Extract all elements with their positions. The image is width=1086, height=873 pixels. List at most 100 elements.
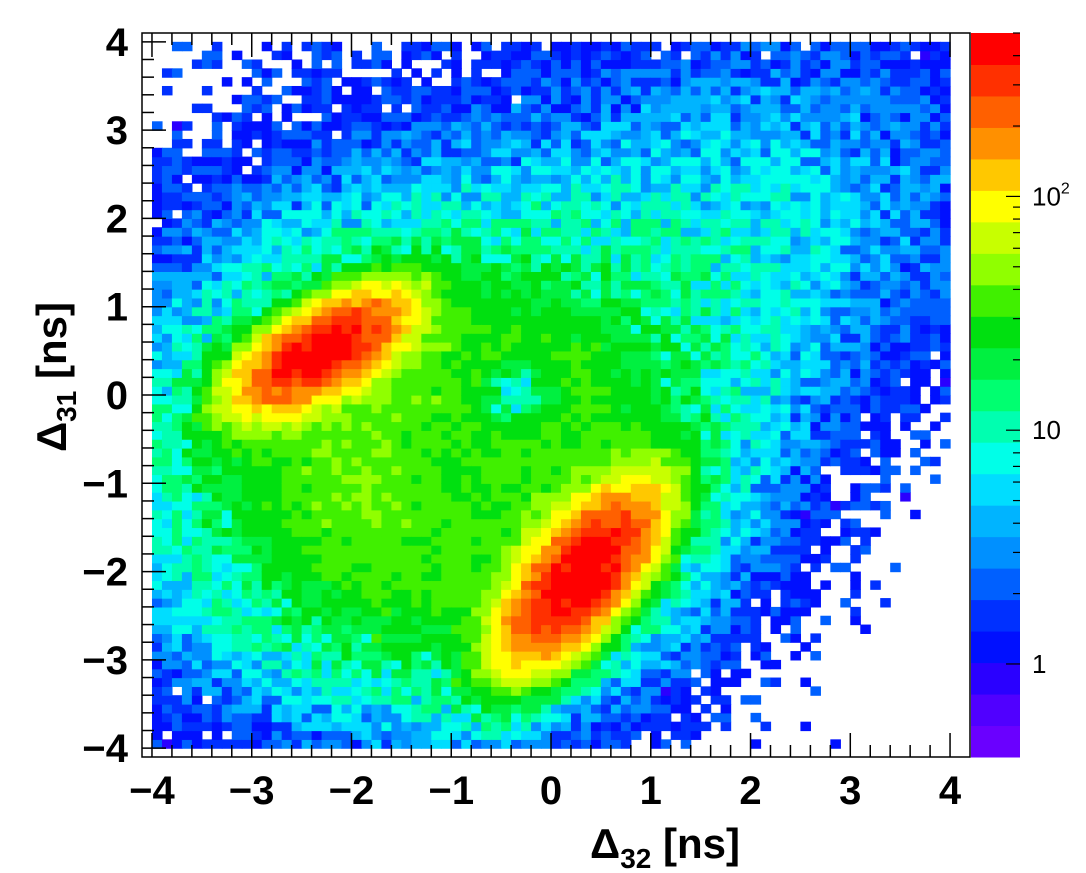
heatmap-cell xyxy=(371,50,383,61)
heatmap-cell xyxy=(770,68,782,78)
heatmap-cell xyxy=(301,527,313,537)
heatmap-cell xyxy=(760,280,772,290)
heatmap-cell xyxy=(351,624,363,634)
heatmap-cell xyxy=(151,668,163,679)
heatmap-cell xyxy=(361,412,373,423)
heatmap-cell xyxy=(231,739,243,749)
heatmap-cell xyxy=(790,174,802,184)
heatmap-cell xyxy=(231,483,243,493)
heatmap-cell xyxy=(281,439,293,449)
heatmap-cell xyxy=(451,359,462,370)
heatmap-cell xyxy=(640,536,652,546)
heatmap-cell xyxy=(800,430,811,440)
heatmap-cell xyxy=(541,439,552,449)
heatmap-cell xyxy=(251,686,263,696)
heatmap-cell xyxy=(541,686,552,696)
heatmap-cell xyxy=(630,130,642,140)
heatmap-cell xyxy=(341,580,353,590)
heatmap-cell xyxy=(181,297,193,308)
heatmap-cell xyxy=(501,465,512,476)
heatmap-cell xyxy=(521,403,532,414)
heatmap-cell xyxy=(660,615,672,626)
heatmap-cell xyxy=(541,615,552,626)
heatmap-cell xyxy=(271,138,283,149)
heatmap-cell xyxy=(241,712,253,723)
heatmap-cell xyxy=(241,447,253,458)
heatmap-cell xyxy=(421,377,432,387)
heatmap-cell xyxy=(560,704,572,714)
heatmap-cell xyxy=(231,315,243,325)
heatmap-cell xyxy=(670,147,682,158)
heatmap-cell xyxy=(640,218,652,228)
heatmap-cell xyxy=(391,606,402,617)
heatmap-cell xyxy=(521,606,532,617)
heatmap-cell xyxy=(800,121,811,131)
heatmap-cell xyxy=(221,492,233,502)
heatmap-cell xyxy=(331,315,343,325)
heatmap-cell xyxy=(501,686,512,696)
heatmap-cell xyxy=(730,103,742,114)
heatmap-cell xyxy=(401,342,412,352)
heatmap-cell xyxy=(171,712,183,723)
heatmap-cell xyxy=(301,191,313,202)
heatmap-cell xyxy=(640,447,652,458)
heatmap-cell xyxy=(391,447,402,458)
heatmap-cell xyxy=(331,253,343,264)
heatmap-cell xyxy=(251,94,263,105)
heatmap-cell xyxy=(620,342,632,352)
heatmap-cell xyxy=(331,324,343,334)
heatmap-cell xyxy=(760,218,772,228)
heatmap-cell xyxy=(780,253,792,264)
heatmap-cell xyxy=(251,174,263,184)
heatmap-cell xyxy=(521,624,532,634)
heatmap-cell xyxy=(650,121,662,131)
heatmap-cell xyxy=(261,633,273,643)
heatmap-cell xyxy=(481,465,492,476)
heatmap-cell xyxy=(191,677,203,687)
heatmap-cell xyxy=(660,289,672,299)
heatmap-cell xyxy=(231,138,243,149)
heatmap-cell xyxy=(650,421,662,431)
heatmap-cell xyxy=(341,138,353,149)
heatmap-cell xyxy=(231,730,243,740)
heatmap-cell xyxy=(690,465,702,476)
heatmap-cell xyxy=(201,677,213,687)
heatmap-cell xyxy=(411,94,422,105)
heatmap-cell xyxy=(211,739,223,749)
heatmap-cell xyxy=(570,580,582,590)
heatmap-cell xyxy=(531,730,542,740)
heatmap-cell xyxy=(600,280,612,290)
heatmap-cell xyxy=(690,271,702,281)
heatmap-cell xyxy=(191,324,203,334)
heatmap-cell xyxy=(740,209,752,220)
heatmap-cell xyxy=(391,580,402,590)
heatmap-cell xyxy=(620,395,632,405)
heatmap-cell xyxy=(351,359,363,370)
heatmap-cell xyxy=(461,633,472,643)
heatmap-cell xyxy=(171,121,183,131)
heatmap-cell xyxy=(211,324,223,334)
heatmap-cell xyxy=(511,721,522,732)
heatmap-cell xyxy=(760,59,772,69)
heatmap-cell xyxy=(151,227,163,237)
heatmap-cell xyxy=(700,368,712,378)
heatmap-cell xyxy=(441,289,452,299)
heatmap-cell xyxy=(690,439,702,449)
heatmap-cell xyxy=(411,191,422,202)
heatmap-cell xyxy=(211,527,223,537)
heatmap-cell xyxy=(531,651,542,661)
heatmap-cell xyxy=(461,183,472,193)
heatmap-cell xyxy=(461,209,472,220)
heatmap-cell xyxy=(371,165,383,175)
heatmap-cell xyxy=(531,183,542,193)
heatmap-cell xyxy=(730,598,742,608)
heatmap-cell xyxy=(720,659,732,670)
heatmap-cell xyxy=(551,50,562,61)
heatmap-cell xyxy=(461,377,472,387)
heatmap-cell xyxy=(670,183,682,193)
heatmap-cell xyxy=(201,386,213,396)
heatmap-cell xyxy=(560,271,572,281)
heatmap-cell xyxy=(531,536,542,546)
heatmap-cell xyxy=(541,227,552,237)
heatmap-cell xyxy=(551,147,562,158)
